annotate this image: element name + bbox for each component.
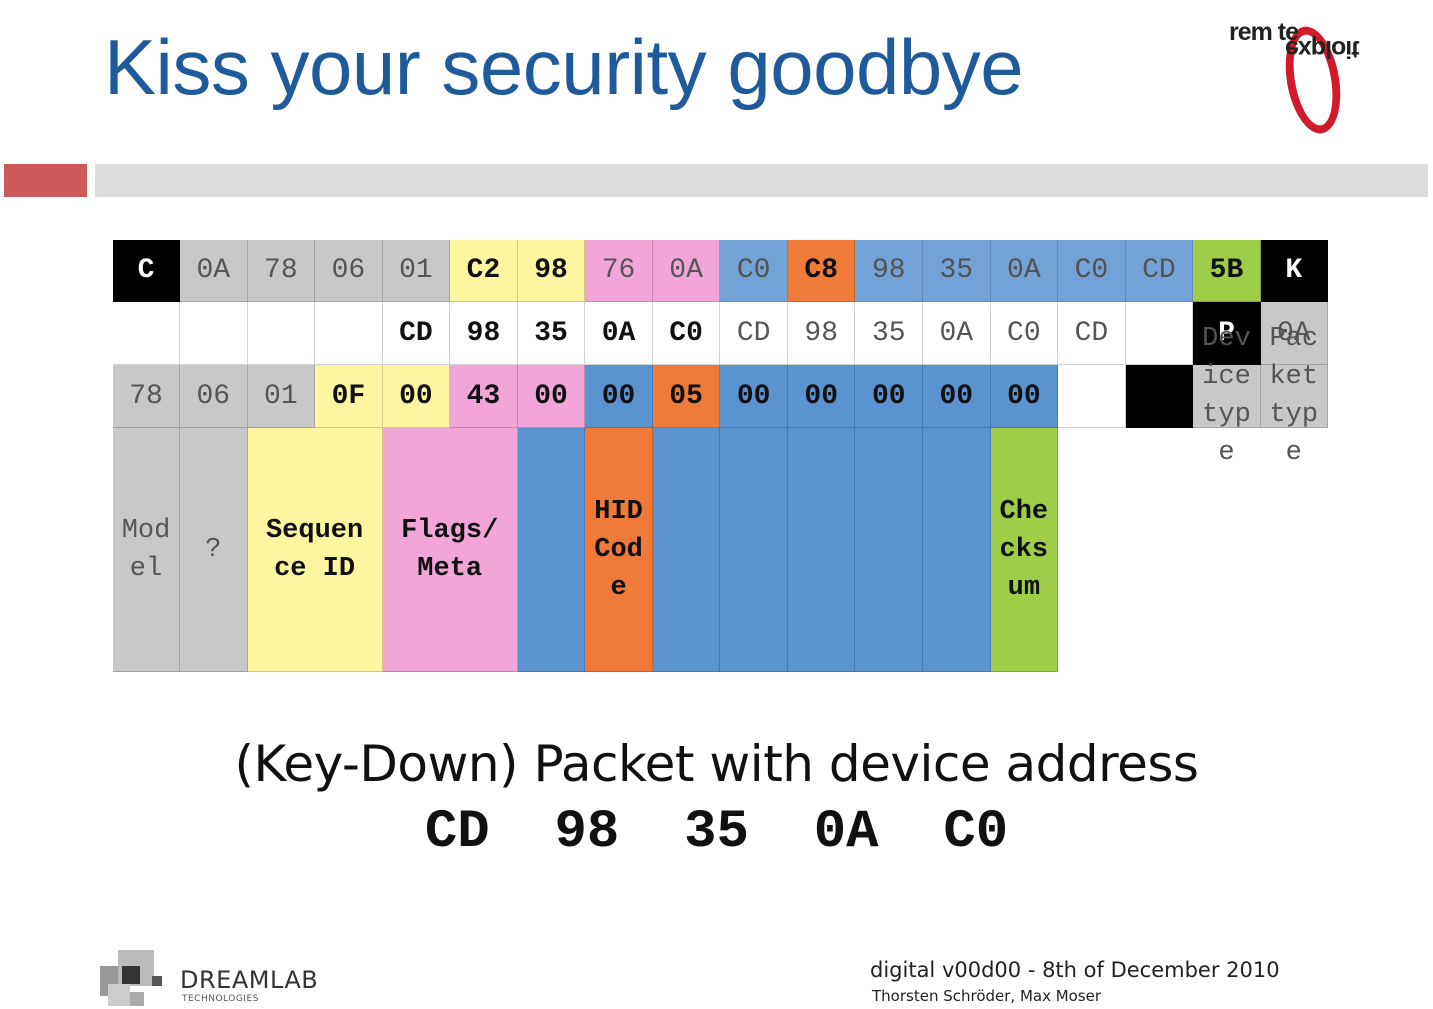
table-cell: 98 [787,302,856,365]
table-cell [247,302,316,365]
table-cell: 0F [315,365,383,428]
table-cell: 43 [450,365,518,428]
table-cell: 35 [517,302,586,365]
table-cell: 35 [855,302,924,365]
table-cell: 00 [382,365,451,428]
table-cell: 00 [787,365,856,428]
table-cell: 00 [923,365,991,428]
table-cell: 98 [450,302,518,365]
table-cell: C0 [1058,240,1126,302]
row-label-k: K [1260,240,1328,302]
table-cell: 35 [923,240,991,302]
dreamlab-logo-icon [100,948,170,1008]
table-cell: CD [720,302,788,365]
table-cell: 0A [990,240,1059,302]
table-cell: CD [1125,240,1194,302]
field-label-model: Mod el [113,428,180,672]
table-cell: 01 [247,365,316,428]
field-blue [652,428,721,672]
company-sub: TECHNOLOGIES [182,994,259,1004]
footer-authors: Thorsten Schröder, Max Moser [872,987,1102,1005]
table-cell: 01 [382,240,451,302]
table-cell: 06 [180,365,248,428]
row-label-fields [1125,365,1194,428]
field-label-flags-meta: Flags/ Meta [382,428,518,672]
footer-event: digital v00d00 - 8th of December 2010 [870,958,1280,982]
table-cell: C2 [450,240,518,302]
table-cell: CD [382,302,451,365]
field-label-packet-type: Pac ket typ e [1260,324,1328,468]
field-label-unknown: ? [180,428,248,672]
accent-bar [4,164,87,197]
slide-title: Kiss your security goodbye [104,23,1024,111]
table-cell: 0A [180,240,248,302]
table-cell: 05 [652,365,721,428]
table-cell: 76 [585,240,653,302]
table-cell: 5B [1193,240,1261,302]
table-cell: 78 [247,240,316,302]
table-cell: CD [1058,302,1126,365]
table-cell: C8 [787,240,856,302]
packet-table: C 0A 78 06 01 C2 98 76 0A C0 C8 98 35 0A… [113,240,1328,672]
table-cell: 98 [855,240,924,302]
table-cell [1058,365,1126,428]
packet-caption: (Key-Down) Packet with device address [234,735,1199,793]
field-label-checksum: Che cks um [990,428,1059,672]
table-cell: C0 [990,302,1059,365]
field-blue [923,428,991,672]
table-cell [315,302,383,365]
remote-exploit-logo: rem te exploit [1225,8,1405,138]
company-name: DREAMLAB [180,966,319,994]
field-blue [787,428,856,672]
table-cell: 06 [315,240,383,302]
row-label-c: C [113,240,180,302]
field-label-device-type: Dev ice typ e [1193,324,1261,468]
table-cell: 00 [517,365,586,428]
divider-bar [95,164,1428,197]
table-cell: 00 [990,365,1059,428]
table-cell [180,302,248,365]
field-label-sequence-id: Sequen ce ID [247,428,383,672]
row-label-p: P [1193,302,1261,365]
table-cell: 0A [585,302,653,365]
device-address: CD 98 35 0A C0 [424,802,1009,863]
table-cell: 00 [720,365,788,428]
table-cell: 0A [652,240,721,302]
logo-word-bottom: exploit [1285,35,1359,63]
field-blue [720,428,788,672]
field-blue [517,428,586,672]
table-cell: 00 [855,365,924,428]
logo-word-top: rem te [1229,18,1299,46]
table-cell [113,302,180,365]
field-label-hid-code: HID Cod e [585,428,653,672]
table-cell [1125,302,1194,365]
table-cell: 00 [585,365,653,428]
table-cell: 0A [923,302,991,365]
field-blue [855,428,924,672]
table-cell: C0 [652,302,721,365]
table-cell: 0A [1260,302,1328,365]
table-cell: 98 [517,240,586,302]
table-cell: C0 [720,240,788,302]
table-cell: 78 [113,365,180,428]
